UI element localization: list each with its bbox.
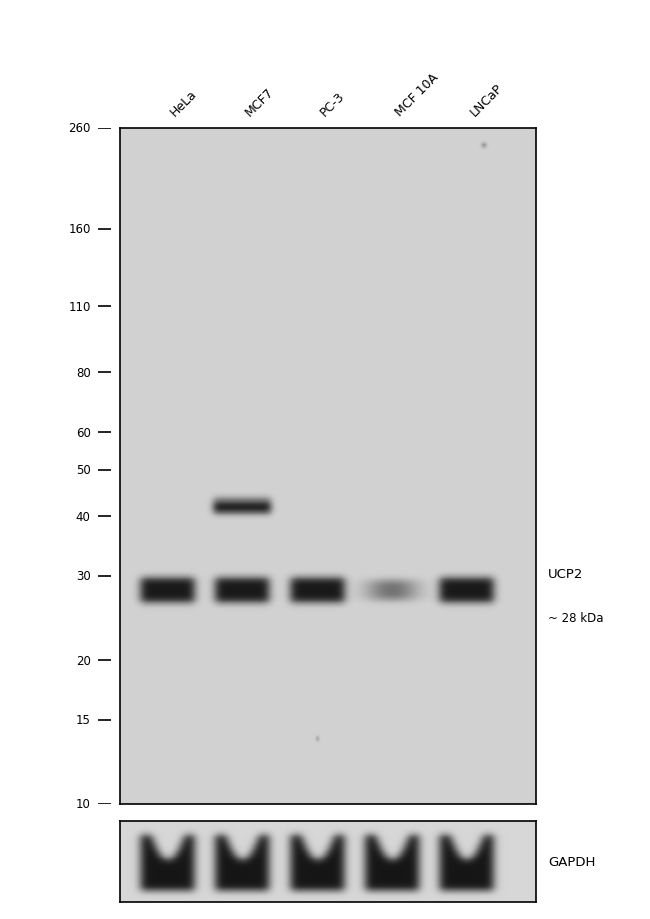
Text: UCP2: UCP2	[549, 567, 584, 580]
Text: 15: 15	[76, 713, 90, 727]
Text: 30: 30	[76, 570, 90, 583]
Text: MCF7: MCF7	[243, 85, 277, 119]
Text: 40: 40	[76, 510, 90, 523]
Text: HeLa: HeLa	[168, 86, 200, 119]
Text: 260: 260	[68, 122, 90, 135]
Text: 60: 60	[76, 426, 90, 439]
Text: 160: 160	[68, 222, 90, 236]
Text: 50: 50	[76, 464, 90, 477]
Text: 80: 80	[76, 367, 90, 380]
Text: PC-3: PC-3	[318, 89, 347, 119]
Text: 110: 110	[68, 301, 90, 313]
Text: ~ 28 kDa: ~ 28 kDa	[549, 611, 604, 624]
Text: 10: 10	[76, 798, 90, 811]
Text: 20: 20	[76, 654, 90, 667]
Text: MCF 10A: MCF 10A	[393, 71, 441, 119]
Text: LNCaP: LNCaP	[467, 81, 505, 119]
Text: GAPDH: GAPDH	[549, 856, 596, 868]
